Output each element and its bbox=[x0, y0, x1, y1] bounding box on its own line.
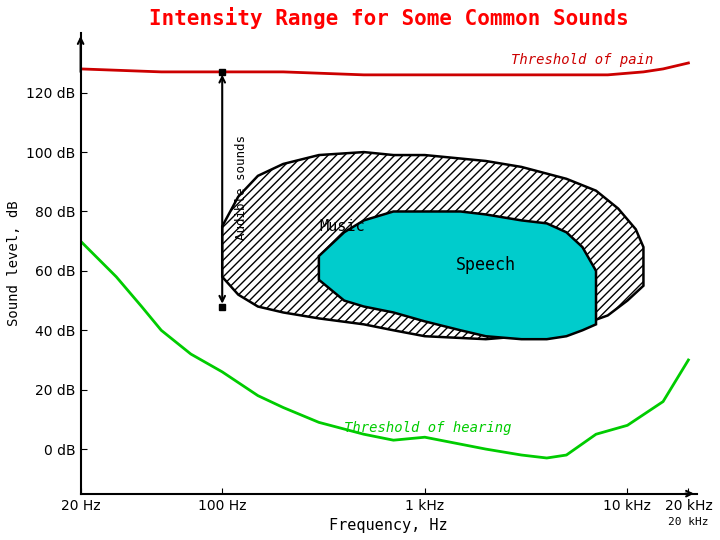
Text: Speech: Speech bbox=[456, 256, 516, 274]
Polygon shape bbox=[222, 152, 644, 339]
Text: Music: Music bbox=[319, 219, 364, 234]
Y-axis label: Sound level, dB: Sound level, dB bbox=[7, 201, 21, 326]
X-axis label: Frequency, Hz: Frequency, Hz bbox=[329, 518, 448, 533]
Text: 20 kHz: 20 kHz bbox=[668, 517, 708, 528]
Text: Threshold of pain: Threshold of pain bbox=[511, 53, 654, 67]
Text: Audible sounds: Audible sounds bbox=[235, 135, 248, 240]
Text: Threshold of hearing: Threshold of hearing bbox=[344, 421, 512, 435]
Title: Intensity Range for Some Common Sounds: Intensity Range for Some Common Sounds bbox=[149, 7, 629, 29]
Polygon shape bbox=[319, 212, 596, 339]
